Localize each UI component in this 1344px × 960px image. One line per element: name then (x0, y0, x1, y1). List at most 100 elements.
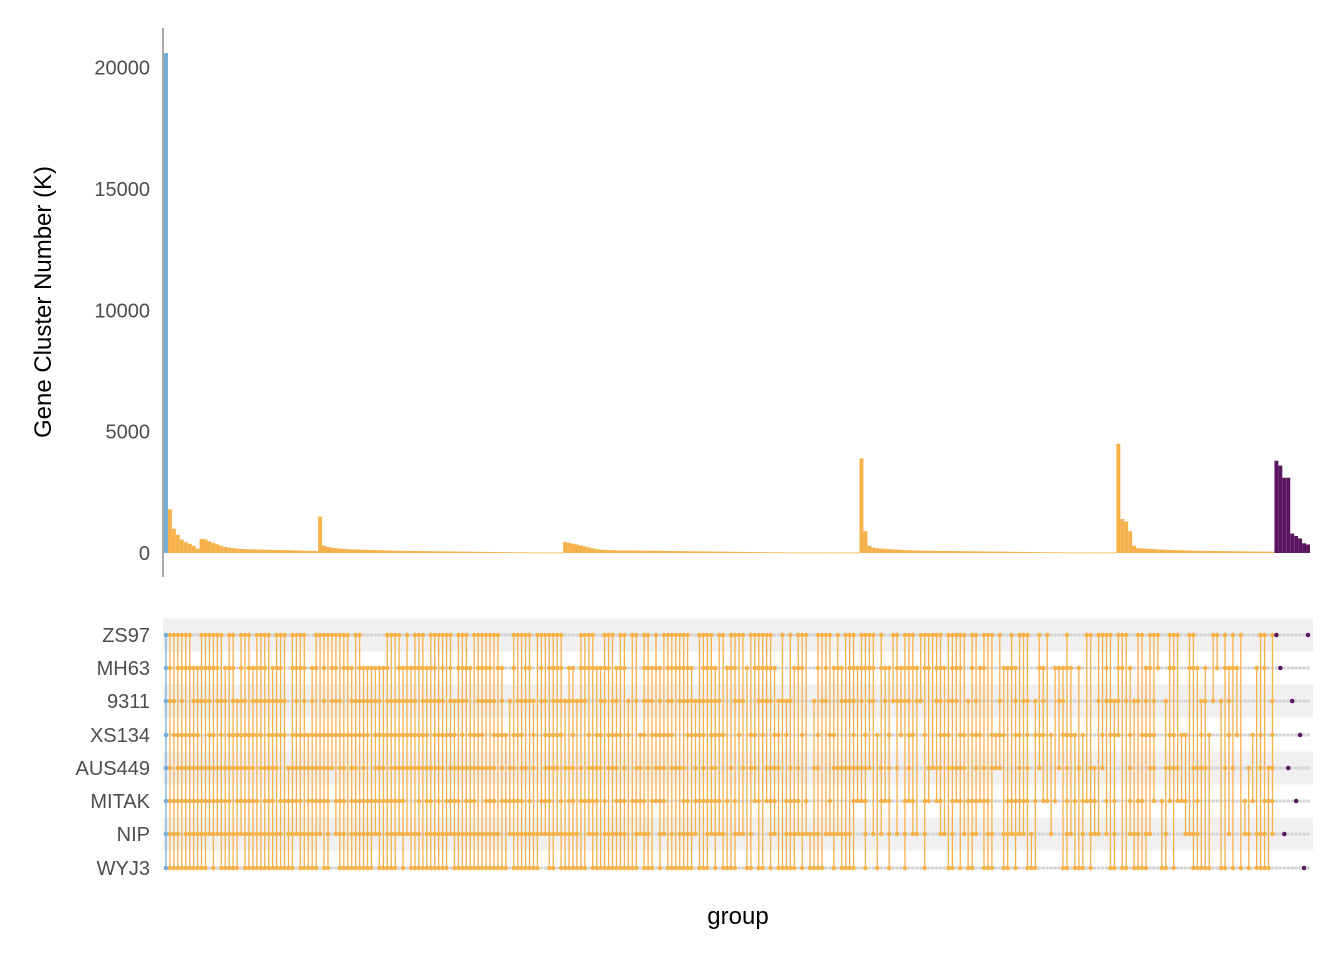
matrix-dot-filled (1210, 698, 1216, 704)
matrix-dot-empty (1306, 866, 1310, 870)
matrix-dot-filled (882, 798, 888, 804)
dispensable-bar (440, 551, 445, 553)
matrix-dot-filled (677, 632, 682, 638)
matrix-dot-filled (495, 865, 501, 871)
matrix-dot-filled (669, 732, 675, 738)
dispensable-bar (318, 516, 323, 553)
matrix-dot-filled (614, 765, 619, 771)
matrix-dot-empty (468, 633, 473, 637)
matrix-dot-filled (709, 632, 714, 638)
dispensable-bar (1021, 551, 1026, 553)
matrix-dot-filled (191, 765, 196, 771)
matrix-dot-filled (946, 632, 951, 638)
matrix-dot-filled (705, 865, 710, 871)
matrix-dot-empty (1294, 666, 1298, 670)
matrix-dot-filled (400, 732, 406, 738)
matrix-dot-filled (922, 632, 928, 638)
matrix-dot-empty (1290, 666, 1295, 670)
matrix-dot-filled (1135, 865, 1141, 871)
matrix-dot-filled (712, 765, 718, 771)
dispensable-bar (926, 550, 931, 553)
matrix-dot-filled (622, 765, 627, 771)
matrix-dot-empty (575, 666, 579, 670)
matrix-dot-empty (654, 866, 658, 870)
matrix-dot-empty (1278, 733, 1283, 737)
matrix-dot-filled (333, 698, 339, 704)
matrix-dot-filled (918, 632, 924, 638)
matrix-dot-filled (1262, 865, 1267, 871)
matrix-dot-filled (467, 765, 473, 771)
matrix-dot-filled (942, 732, 947, 738)
matrix-dot-empty (365, 633, 370, 637)
matrix-dot-empty (1167, 866, 1172, 870)
matrix-dot-filled (859, 665, 864, 671)
matrix-dot-filled (305, 865, 311, 871)
matrix-dot-filled (305, 831, 311, 837)
matrix-dot-filled (910, 798, 916, 804)
matrix-dot-empty (1207, 699, 1212, 703)
matrix-dot-filled (317, 732, 323, 738)
matrix-dot-filled (732, 665, 738, 671)
matrix-dot-empty (1183, 699, 1188, 703)
matrix-dot-empty (1183, 666, 1188, 670)
matrix-dot-filled (1001, 865, 1007, 871)
matrix-dot-empty (1057, 832, 1061, 836)
matrix-dot-empty (1053, 633, 1057, 637)
dispensable-bar (1207, 550, 1212, 553)
matrix-dot-filled (1147, 831, 1153, 837)
matrix-dot-empty (1250, 832, 1255, 836)
matrix-dot-empty (1274, 799, 1279, 803)
matrix-dot-empty (772, 866, 777, 870)
dispensable-bar (1053, 552, 1058, 554)
matrix-dot-filled (373, 732, 378, 738)
matrix-dot-filled (392, 765, 398, 771)
matrix-dot-filled (183, 798, 189, 804)
matrix-dot-filled (531, 698, 536, 704)
matrix-dot-empty (1160, 666, 1164, 670)
matrix-dot-filled (305, 765, 311, 771)
matrix-dot-empty (531, 666, 536, 670)
dispensable-bar (934, 550, 939, 553)
matrix-dot-filled (179, 732, 185, 738)
matrix-dot-filled (1222, 632, 1228, 638)
matrix-dot-filled (633, 698, 639, 704)
matrix-dot-filled (756, 632, 762, 638)
matrix-dot-filled (262, 665, 268, 671)
matrix-dot-filled (657, 698, 663, 704)
matrix-dot-filled (831, 732, 837, 738)
matrix-dot-filled (487, 798, 493, 804)
matrix-dot-filled (207, 632, 212, 638)
matrix-dot-empty (1306, 832, 1310, 836)
matrix-dot-filled (665, 632, 671, 638)
dispensable-bar (1254, 551, 1259, 553)
matrix-dot-filled (420, 698, 426, 704)
matrix-dot-filled (495, 632, 501, 638)
matrix-dot-empty (1080, 699, 1085, 703)
matrix-dot-empty (1282, 633, 1287, 637)
matrix-dot-filled (1135, 798, 1141, 804)
matrix-dot-filled (1048, 732, 1054, 738)
matrix-dot-filled (946, 732, 951, 738)
matrix-dot-filled (965, 865, 971, 871)
matrix-dot-filled (705, 665, 710, 671)
matrix-dot-filled (1088, 831, 1093, 837)
matrix-dot-empty (1160, 633, 1164, 637)
matrix-dot-empty (804, 866, 808, 870)
matrix-dot-filled (578, 698, 584, 704)
matrix-dot-filled (1191, 831, 1196, 837)
matrix-dot-filled (831, 665, 837, 671)
matrix-dot-filled (475, 698, 481, 704)
matrix-dot-filled (1210, 632, 1216, 638)
matrix-dot-filled (594, 665, 600, 671)
matrix-dot-filled (1009, 665, 1014, 671)
matrix-dot-filled (317, 632, 323, 638)
matrix-dot-filled (1076, 765, 1082, 771)
matrix-dot-filled (313, 665, 319, 671)
matrix-dot-filled (175, 798, 181, 804)
matrix-dot-filled (1222, 765, 1228, 771)
matrix-dot-filled (357, 632, 362, 638)
matrix-dot-filled (602, 831, 607, 837)
matrix-dot-filled (163, 831, 169, 837)
matrix-dot-empty (1243, 633, 1247, 637)
dispensable-bar (484, 551, 489, 553)
